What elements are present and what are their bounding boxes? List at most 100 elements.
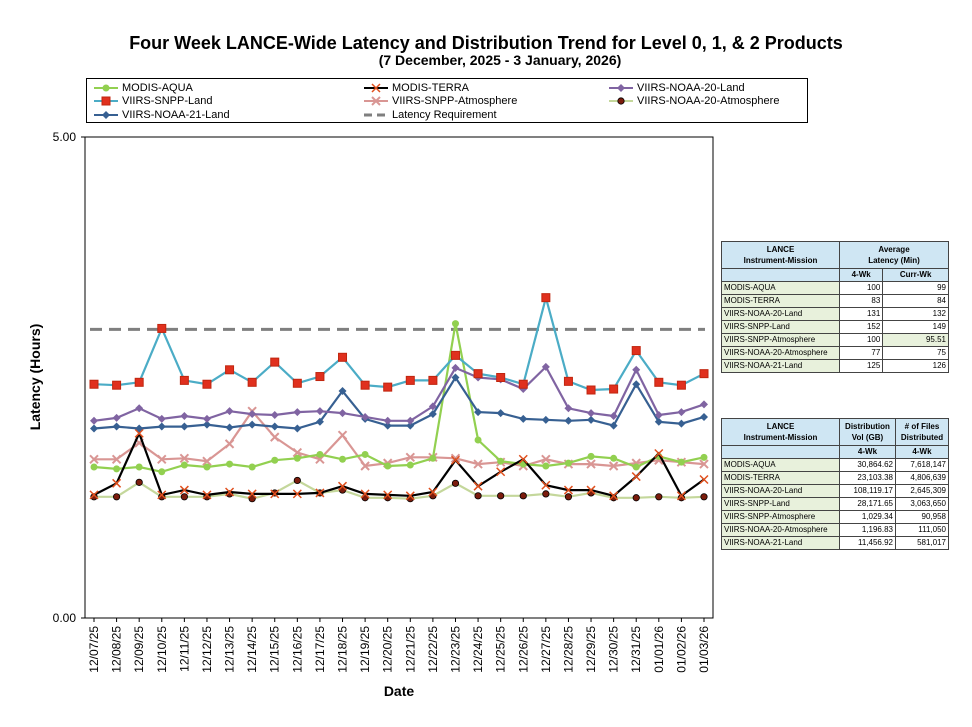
data-point: [655, 493, 663, 501]
data-point: [608, 461, 619, 471]
data-point: [563, 485, 573, 495]
data-point: [248, 410, 257, 419]
data-point: [371, 83, 381, 93]
data-point: [450, 453, 461, 464]
latency-header-average: Average Latency (Min): [839, 241, 949, 269]
data-point: [101, 96, 111, 106]
data-point: [179, 485, 189, 495]
data-point: [248, 463, 256, 471]
data-point: [157, 490, 167, 500]
x-tick-label: 12/11/25: [177, 626, 191, 672]
data-point: [225, 423, 234, 432]
data-point: [225, 365, 235, 375]
data-point: [112, 413, 121, 422]
data-point: [405, 375, 415, 385]
distribution-header-instrument: LANCE Instrument-Mission: [721, 418, 840, 446]
latency-subheader-curr: Curr-Wk: [882, 268, 949, 282]
row-latency-4wk: 152: [838, 320, 884, 334]
series-viirs-snpp-land: [89, 293, 709, 395]
distribution-header-volume: Distribution Vol (GB): [839, 418, 896, 446]
y-tick-label: 5.00: [53, 130, 77, 144]
data-point: [654, 411, 663, 420]
data-point: [587, 452, 595, 460]
x-tick-label: 01/01/26: [652, 626, 666, 673]
distribution-subheader-vol: 4-Wk: [839, 445, 896, 459]
data-point: [586, 459, 596, 469]
data-point: [338, 386, 347, 395]
series-line: [93, 293, 705, 392]
distribution-header-files: # of Files Distributed: [894, 418, 950, 446]
legend-label: VIIRS-NOAA-20-Atmosphere: [637, 95, 780, 107]
x-tick-label: 12/23/25: [448, 626, 462, 673]
data-point: [89, 454, 99, 464]
row-latency-4wk: 131: [838, 307, 884, 321]
table-row: MODIS-AQUA 100 99: [721, 281, 949, 295]
row-instrument: VIIRS-NOAA-20-Land: [721, 307, 840, 321]
data-point: [496, 467, 506, 477]
legend-label: Latency Requirement: [392, 109, 497, 121]
data-point: [451, 363, 460, 372]
x-tick-label: 01/02/26: [674, 626, 688, 673]
distribution-subheader-blank: [721, 445, 840, 459]
data-point: [609, 411, 618, 420]
data-point: [293, 424, 302, 433]
table-row: VIIRS-SNPP-Atmosphere 100 95.51: [721, 333, 949, 347]
data-point: [248, 420, 257, 429]
row-files: 581,017: [894, 536, 950, 550]
data-point: [113, 465, 121, 473]
data-point: [361, 412, 370, 421]
data-point: [135, 404, 144, 413]
latency-table: LANCE Instrument-Mission Average Latency (…: [721, 241, 949, 373]
chart-title: Four Week LANCE-Wide Latency and Distrib…: [129, 33, 843, 53]
data-point: [102, 111, 110, 119]
row-instrument: VIIRS-NOAA-20-Atmosphere: [721, 523, 840, 537]
row-volume: 28,171.65: [839, 497, 896, 511]
data-point: [700, 412, 708, 421]
x-tick-label: 12/12/25: [200, 626, 214, 673]
legend-label: VIIRS-SNPP-Atmosphere: [392, 95, 518, 107]
data-point: [632, 380, 641, 389]
data-point: [112, 380, 122, 390]
data-point: [451, 373, 460, 382]
data-point: [699, 369, 709, 379]
data-point: [677, 408, 686, 417]
data-point: [180, 411, 189, 420]
data-point: [610, 454, 618, 462]
data-point: [474, 408, 483, 417]
series-line: [93, 323, 705, 473]
x-tick-label: 12/08/25: [110, 626, 124, 673]
data-point: [474, 436, 482, 444]
row-latency-4wk: 100: [838, 281, 884, 295]
data-point: [617, 84, 625, 92]
data-point: [609, 421, 618, 430]
data-point: [450, 350, 460, 360]
data-point: [360, 489, 370, 499]
data-point: [89, 490, 99, 500]
row-files: 3,063,650: [894, 497, 950, 511]
series-modis-aqua: [90, 320, 708, 476]
data-point: [700, 493, 708, 501]
data-point: [450, 455, 461, 465]
row-instrument: VIIRS-SNPP-Atmosphere: [721, 333, 840, 347]
data-point: [157, 422, 166, 431]
legend-swatch: [364, 96, 388, 106]
row-volume: 23,103.38: [839, 471, 896, 485]
row-instrument: VIIRS-SNPP-Land: [721, 320, 840, 334]
row-latency-4wk: 125: [838, 359, 884, 373]
data-point: [428, 410, 437, 419]
data-point: [542, 490, 550, 498]
x-tick-label: 12/10/25: [155, 626, 169, 673]
row-volume: 1,029.34: [839, 510, 896, 524]
data-point: [542, 462, 550, 470]
data-point: [654, 377, 664, 387]
x-tick-label: 12/26/25: [516, 626, 530, 673]
legend-swatch: [94, 84, 118, 92]
x-tick-label: 12/21/25: [403, 626, 417, 673]
data-point: [203, 463, 211, 471]
data-point: [338, 352, 348, 362]
data-point: [564, 493, 573, 501]
row-volume: 11,456.92: [839, 536, 896, 550]
x-tick-label: 12/31/25: [629, 626, 643, 673]
data-point: [247, 377, 257, 387]
data-point: [270, 432, 280, 442]
